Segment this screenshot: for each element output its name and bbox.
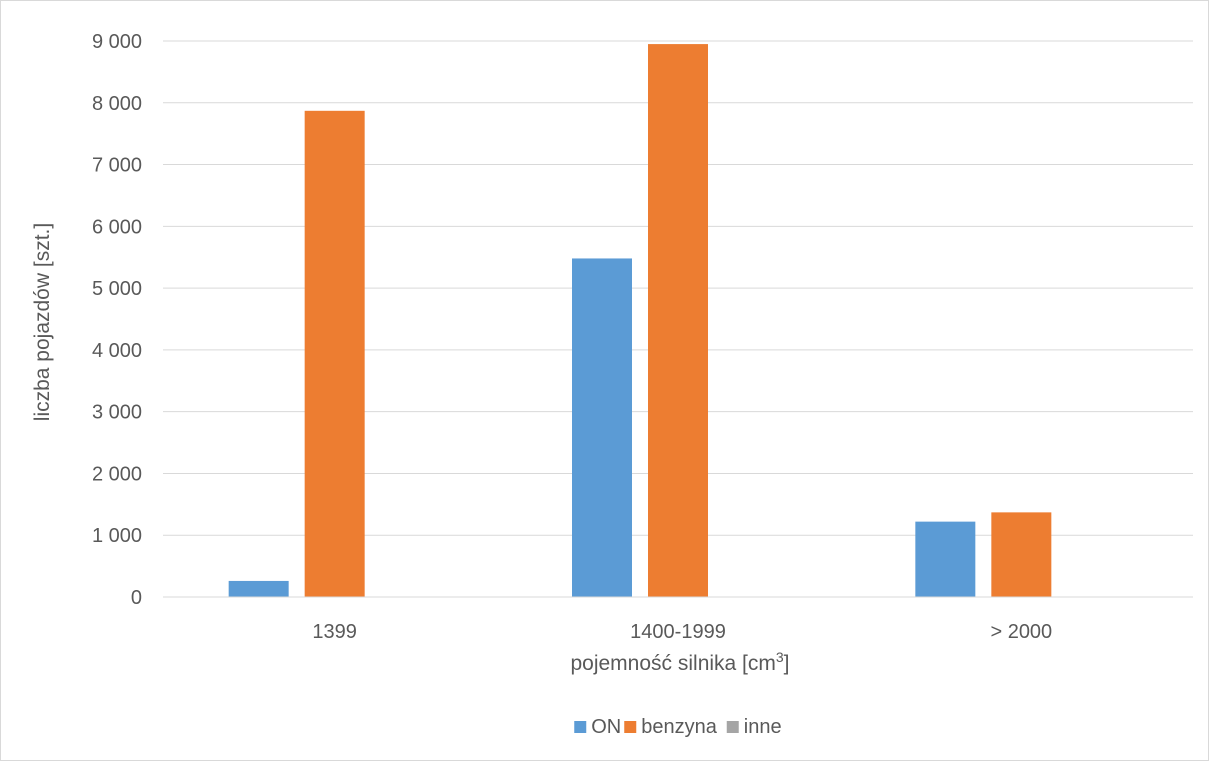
bar-benzyna-0 [304,110,365,597]
bar-ON-0 [228,580,289,597]
x-tick-label: 1400-1999 [630,621,726,643]
legend-label-ON: ON [591,716,621,738]
y-tick-label: 3 000 [92,402,142,424]
legend-swatch-benzyna [624,721,637,733]
y-tick-label: 6 000 [92,216,142,238]
y-tick-label: 7 000 [92,155,142,177]
y-tick-label: 1 000 [92,525,142,547]
bar-ON-1 [572,258,632,597]
x-tick-label: 1399 [312,621,357,643]
y-axis-ticks: 0 1 000 2 000 3 000 4 000 5 000 6 000 7 000 8 00… [92,31,142,609]
x-axis-ticks: 1399 1400-1999 > 2000 [312,621,1052,643]
x-axis-title: pojemność silnika [cm3] [570,649,789,675]
x-tick-label: > 2000 [990,621,1052,643]
x-axis-title-superscript: 3 [776,649,784,665]
legend-label-benzyna: benzyna [641,716,717,738]
bar-benzyna-2 [991,512,1052,597]
legend: ON benzyna inne [574,716,782,738]
x-axis-title-end: ] [784,652,790,675]
y-tick-label: 8 000 [92,93,142,115]
legend-swatch-inne [726,721,739,733]
y-tick-label: 4 000 [92,340,142,362]
legend-swatch-ON [574,721,587,733]
y-tick-label: 2 000 [92,463,142,485]
y-tick-label: 9 000 [92,31,142,53]
bar-ON-2 [915,521,976,597]
y-axis-title: liczba pojazdów [szt.] [31,223,54,421]
bars [228,44,1052,598]
bar-benzyna-1 [648,44,708,598]
y-tick-label: 0 [131,587,142,609]
y-tick-label: 5 000 [92,278,142,300]
legend-label-inne: inne [744,716,782,738]
x-axis-title-main: pojemność silnika [cm [570,652,775,675]
